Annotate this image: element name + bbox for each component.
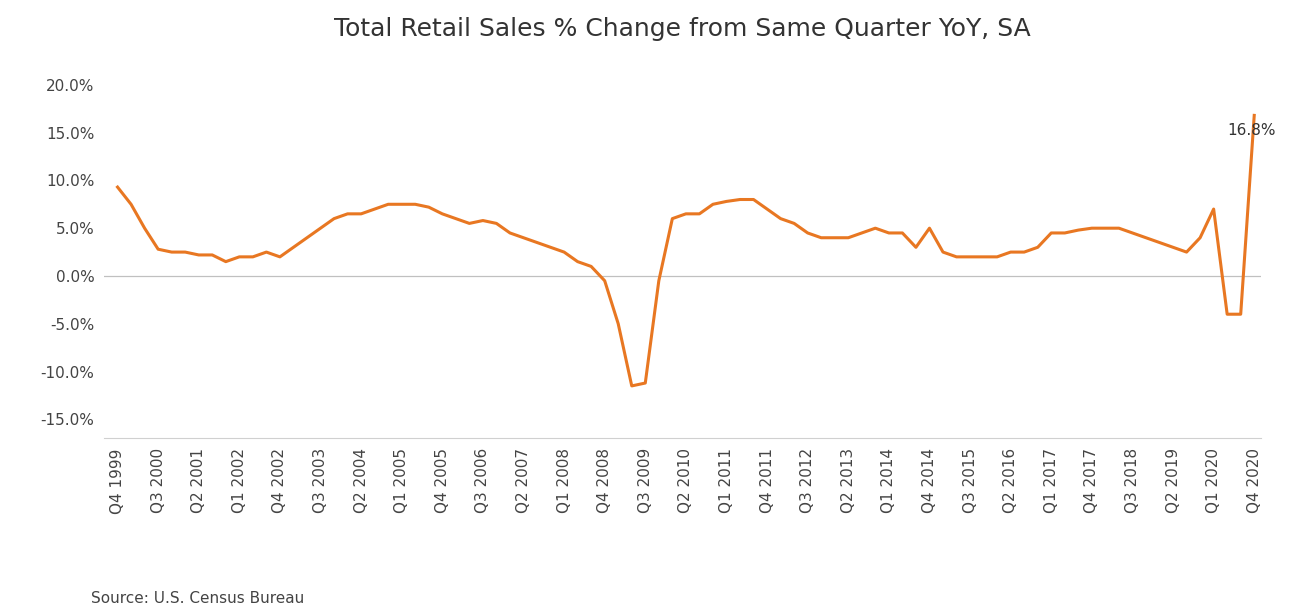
Text: Source: U.S. Census Bureau: Source: U.S. Census Bureau bbox=[91, 591, 304, 606]
Text: 16.8%: 16.8% bbox=[1227, 123, 1275, 138]
Title: Total Retail Sales % Change from Same Quarter YoY, SA: Total Retail Sales % Change from Same Qu… bbox=[334, 17, 1031, 41]
